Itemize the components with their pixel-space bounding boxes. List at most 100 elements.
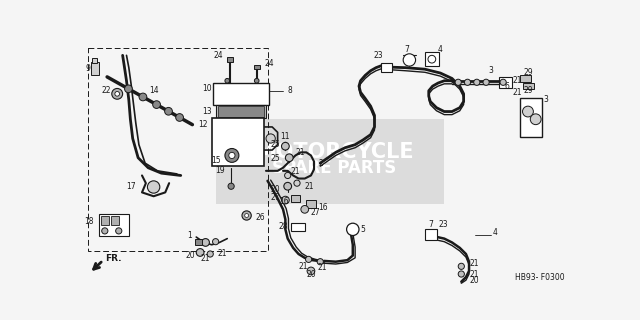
Bar bbox=[213, 83, 269, 105]
Circle shape bbox=[458, 263, 465, 269]
Circle shape bbox=[139, 93, 147, 101]
Bar bbox=[88, 48, 268, 251]
Bar bbox=[499, 77, 513, 88]
Bar bbox=[291, 223, 305, 231]
Text: 21: 21 bbox=[513, 76, 522, 85]
Circle shape bbox=[317, 259, 323, 265]
Circle shape bbox=[225, 148, 239, 162]
Circle shape bbox=[474, 79, 480, 85]
Circle shape bbox=[147, 181, 160, 193]
Text: 4: 4 bbox=[438, 45, 443, 54]
Text: 21: 21 bbox=[469, 259, 479, 268]
Text: 14: 14 bbox=[149, 86, 159, 95]
Circle shape bbox=[202, 239, 209, 246]
Text: 3: 3 bbox=[543, 95, 548, 105]
Bar bbox=[520, 75, 531, 82]
Text: 28: 28 bbox=[278, 222, 288, 231]
Text: 21: 21 bbox=[469, 269, 479, 278]
Circle shape bbox=[285, 154, 293, 162]
Bar bbox=[253, 65, 260, 69]
Text: 15: 15 bbox=[211, 156, 221, 164]
Circle shape bbox=[294, 180, 300, 186]
Circle shape bbox=[176, 114, 184, 121]
Bar bbox=[212, 118, 264, 166]
Text: 20: 20 bbox=[185, 251, 195, 260]
Text: MOTORCYCLE: MOTORCYCLE bbox=[255, 142, 413, 162]
Circle shape bbox=[112, 88, 123, 99]
Circle shape bbox=[229, 152, 235, 158]
Circle shape bbox=[500, 79, 506, 85]
Text: 21: 21 bbox=[317, 263, 326, 272]
Text: 5: 5 bbox=[360, 225, 365, 234]
Text: 19: 19 bbox=[215, 166, 225, 175]
Text: 26: 26 bbox=[255, 212, 265, 221]
Text: 29: 29 bbox=[524, 68, 533, 77]
Text: 3: 3 bbox=[488, 66, 493, 75]
Bar bbox=[216, 119, 444, 204]
Circle shape bbox=[301, 205, 308, 213]
Text: 13: 13 bbox=[202, 107, 212, 116]
Circle shape bbox=[458, 271, 465, 277]
Circle shape bbox=[153, 101, 161, 108]
Text: 23: 23 bbox=[438, 220, 447, 229]
Circle shape bbox=[212, 239, 219, 245]
Circle shape bbox=[522, 106, 533, 117]
Text: 2: 2 bbox=[319, 159, 323, 168]
Text: 10: 10 bbox=[202, 84, 212, 93]
Text: 18: 18 bbox=[84, 217, 94, 226]
Bar bbox=[307, 200, 316, 208]
Bar bbox=[520, 99, 542, 137]
Circle shape bbox=[115, 92, 120, 96]
Circle shape bbox=[465, 79, 470, 85]
Bar bbox=[291, 195, 300, 203]
Text: 25: 25 bbox=[270, 140, 280, 149]
Circle shape bbox=[285, 172, 291, 179]
Circle shape bbox=[531, 114, 541, 124]
Bar bbox=[425, 52, 439, 66]
Text: 24: 24 bbox=[214, 51, 223, 60]
Circle shape bbox=[244, 213, 248, 217]
Bar bbox=[99, 214, 129, 236]
Text: 20: 20 bbox=[469, 276, 479, 285]
Text: 16: 16 bbox=[319, 203, 328, 212]
Circle shape bbox=[116, 228, 122, 234]
Circle shape bbox=[483, 79, 489, 85]
Text: 22: 22 bbox=[102, 86, 111, 95]
Bar bbox=[101, 215, 109, 225]
Circle shape bbox=[207, 251, 213, 257]
Text: 21: 21 bbox=[513, 88, 522, 97]
Bar bbox=[381, 63, 392, 72]
Text: 4: 4 bbox=[492, 228, 497, 237]
Text: 21: 21 bbox=[298, 262, 308, 271]
Text: HB93- F0300: HB93- F0300 bbox=[515, 273, 564, 282]
Bar bbox=[227, 57, 234, 61]
Circle shape bbox=[347, 223, 359, 236]
Circle shape bbox=[228, 183, 234, 189]
Text: 21: 21 bbox=[296, 148, 305, 157]
Text: 8: 8 bbox=[288, 86, 292, 95]
Circle shape bbox=[307, 267, 315, 275]
Text: 29: 29 bbox=[524, 86, 533, 95]
Bar bbox=[91, 61, 99, 76]
Circle shape bbox=[455, 79, 461, 85]
Bar bbox=[92, 59, 97, 63]
Text: 27: 27 bbox=[270, 193, 280, 202]
Text: 24: 24 bbox=[264, 59, 274, 68]
Circle shape bbox=[102, 228, 108, 234]
Bar bbox=[195, 239, 202, 245]
Circle shape bbox=[282, 196, 289, 204]
Text: 27: 27 bbox=[311, 208, 321, 217]
Circle shape bbox=[305, 256, 312, 262]
Text: 6: 6 bbox=[505, 82, 509, 91]
Text: 12: 12 bbox=[198, 120, 208, 129]
Text: 23: 23 bbox=[374, 51, 383, 60]
Bar bbox=[111, 215, 119, 225]
Circle shape bbox=[428, 55, 436, 63]
Circle shape bbox=[254, 78, 259, 83]
Text: 21: 21 bbox=[305, 182, 314, 191]
Circle shape bbox=[282, 142, 289, 150]
Text: 21: 21 bbox=[201, 254, 211, 263]
Text: 21: 21 bbox=[218, 250, 227, 259]
Bar bbox=[216, 105, 266, 118]
Bar bbox=[425, 229, 437, 240]
